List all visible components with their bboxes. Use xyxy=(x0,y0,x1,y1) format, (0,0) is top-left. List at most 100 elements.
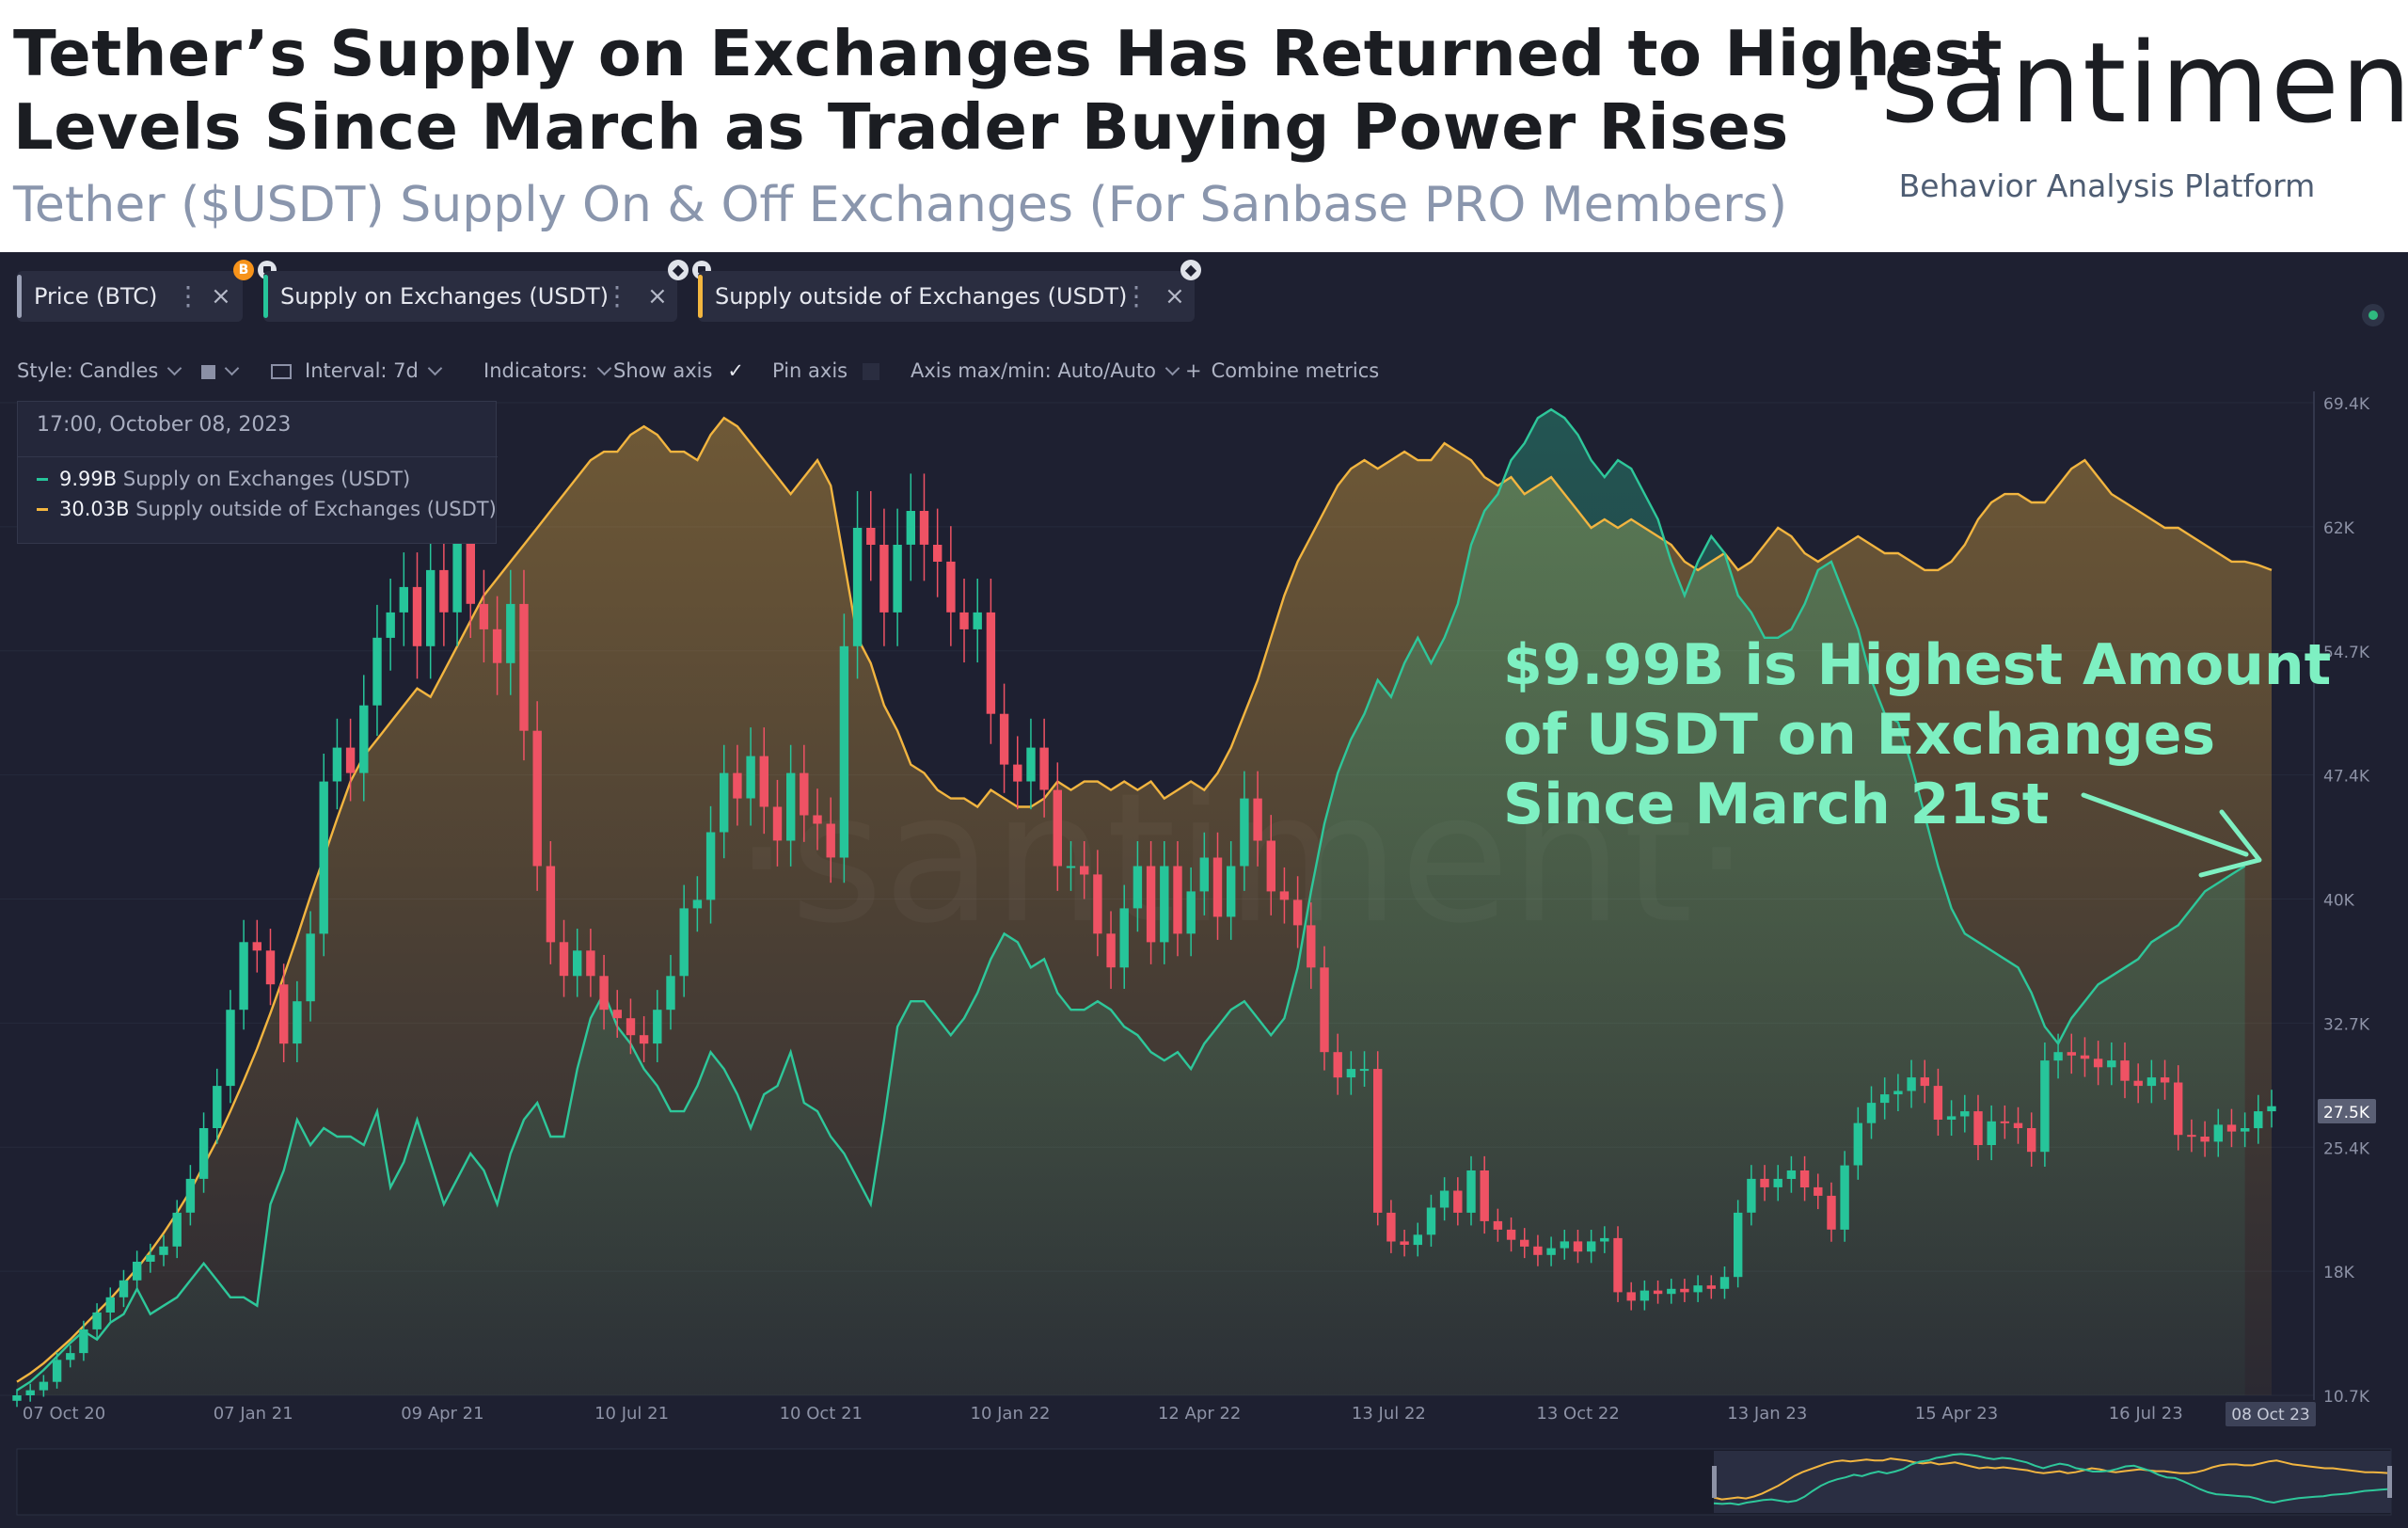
show-axis-toggle[interactable]: Show axis ✓ xyxy=(613,354,744,388)
candle xyxy=(1840,1165,1849,1230)
legend-swatch xyxy=(37,508,48,511)
indicators-label: Indicators: xyxy=(483,359,588,382)
candle xyxy=(1480,1170,1489,1221)
x-tick-label: 10 Jan 22 xyxy=(971,1404,1051,1424)
tooltip-date: 17:00, October 08, 2023 xyxy=(37,413,292,437)
x-end-label-box xyxy=(2226,1402,2316,1426)
candle xyxy=(279,984,289,1044)
candle xyxy=(1426,1207,1436,1235)
candle xyxy=(1613,1237,1623,1293)
candle xyxy=(386,612,395,638)
x-tick-label: 13 Oct 22 xyxy=(1536,1404,1619,1424)
candle xyxy=(359,705,369,773)
candle xyxy=(492,629,502,663)
close-icon[interactable]: × xyxy=(647,282,668,310)
candle xyxy=(1680,1288,1689,1293)
chevron-down-icon xyxy=(1164,360,1180,376)
candle xyxy=(479,603,489,629)
page-title-line-1: Tether’s Supply on Exchanges Has Returne… xyxy=(13,17,2003,90)
candle xyxy=(2013,1122,2023,1128)
candle xyxy=(933,545,943,562)
candle xyxy=(172,1212,182,1247)
combine-metrics-button[interactable]: + Combine metrics xyxy=(1185,354,1379,388)
series-line-on-exchanges xyxy=(16,407,2246,1392)
candle xyxy=(345,747,356,773)
metric-chip-price[interactable]: Price (BTC) ⋮ × B xyxy=(17,260,277,322)
show-axis-label: Show axis xyxy=(613,359,713,382)
interval-dropdown[interactable]: Interval: 7d xyxy=(271,354,443,388)
candle xyxy=(1693,1285,1703,1293)
santiment-logo: ·santiment· xyxy=(1844,18,2408,148)
pin-axis-label: Pin axis xyxy=(772,359,848,382)
more-options-icon[interactable]: ⋮ xyxy=(604,280,630,311)
candle xyxy=(1973,1111,1983,1145)
tooltip-value: 30.03B xyxy=(59,498,130,520)
candle xyxy=(1119,908,1129,968)
candle xyxy=(1946,1116,1956,1120)
close-icon[interactable]: × xyxy=(211,282,231,310)
candle xyxy=(2187,1135,2196,1138)
pin-axis-toggle[interactable]: Pin axis xyxy=(772,354,880,388)
x-tick-label: 09 Apr 21 xyxy=(401,1404,483,1424)
candle xyxy=(1413,1234,1422,1246)
candle xyxy=(1199,857,1209,892)
more-options-icon[interactable]: ⋮ xyxy=(175,280,201,311)
y-tick-label: 54.7K xyxy=(2323,644,2370,662)
navigator-handle-right xyxy=(2387,1466,2392,1498)
x-tick-label: 07 Jan 21 xyxy=(214,1404,293,1424)
close-icon[interactable]: × xyxy=(1164,282,1185,310)
x-tick-label: 13 Jul 22 xyxy=(1352,1404,1426,1424)
candle xyxy=(2213,1124,2223,1142)
candle xyxy=(1346,1069,1356,1078)
header: Tether’s Supply on Exchanges Has Returne… xyxy=(0,0,2408,252)
interval-label: Interval: 7d xyxy=(305,359,419,382)
metric-chip-supply-outside-exchanges[interactable]: Supply outside of Exchanges (USDT) ⋮ × ◆ xyxy=(698,260,1201,322)
candle xyxy=(1573,1241,1583,1252)
ethereum-icon: ◆ xyxy=(1180,260,1201,280)
candle xyxy=(973,612,982,629)
metric-chip-supply-on-exchanges[interactable]: Supply on Exchanges (USDT) ⋮ × ◆ xyxy=(263,260,711,322)
candle xyxy=(105,1297,115,1313)
x-tick-label: 16 Jul 23 xyxy=(2109,1404,2183,1424)
candle xyxy=(146,1254,155,1262)
candle xyxy=(1719,1277,1730,1289)
candle xyxy=(1920,1077,1929,1087)
candle xyxy=(1359,1069,1370,1072)
indicators-dropdown[interactable]: Indicators: xyxy=(483,354,612,388)
annotation-line: $9.99B is Highest Amount xyxy=(1503,632,2332,698)
style-dropdown[interactable]: Style: Candles xyxy=(17,354,182,388)
y-tick-label: 10.7K xyxy=(2323,1388,2370,1407)
tooltip-row-outside-exchanges: 30.03B Supply outside of Exchanges (USDT… xyxy=(37,498,497,520)
combine-metrics-label: Combine metrics xyxy=(1211,359,1380,382)
metric-chip-label: Supply outside of Exchanges (USDT) xyxy=(715,283,1128,310)
y-tick-label: 32.7K xyxy=(2323,1015,2370,1034)
candle xyxy=(2000,1121,2010,1123)
more-options-icon[interactable]: ⋮ xyxy=(1123,280,1149,311)
x-tick-label: 13 Jan 23 xyxy=(1727,1404,1807,1424)
candle xyxy=(2093,1058,2103,1068)
candle xyxy=(185,1178,196,1213)
candle xyxy=(1466,1170,1476,1213)
candle xyxy=(1933,1086,1943,1120)
calendar-icon xyxy=(271,364,292,379)
metric-color-bar xyxy=(263,275,268,318)
current-price-tag xyxy=(2318,1099,2376,1124)
candle xyxy=(66,1353,75,1361)
candle xyxy=(1093,874,1102,934)
candle xyxy=(1560,1241,1569,1249)
color-dropdown[interactable] xyxy=(201,354,240,388)
y-tick-label: 47.4K xyxy=(2323,768,2370,787)
candle xyxy=(2080,1055,2090,1059)
chevron-down-icon xyxy=(427,360,443,376)
candle xyxy=(1587,1241,1596,1252)
candle xyxy=(519,603,529,731)
candle xyxy=(2267,1106,2276,1112)
candle xyxy=(839,645,849,858)
candle xyxy=(546,866,556,943)
axis-minmax-dropdown[interactable]: Axis max/min: Auto/Auto xyxy=(911,354,1180,388)
x-end-label: 08 Oct 23 xyxy=(2231,1406,2309,1425)
annotation-line: Since March 21st xyxy=(1503,772,2050,837)
chart-panel: ·santiment·69.4K62K54.7K47.4K40K32.7K25.… xyxy=(0,252,2408,1528)
candle xyxy=(25,1390,35,1395)
candle xyxy=(1080,866,1089,875)
